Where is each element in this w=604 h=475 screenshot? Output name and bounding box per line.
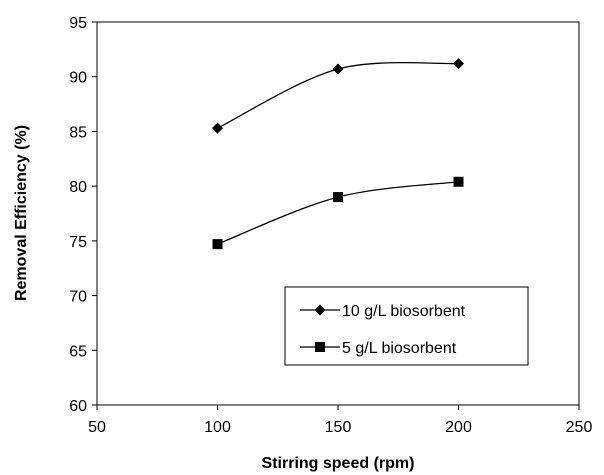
- legend: 10 g/L biosorbent 5 g/L biosorbent: [284, 286, 529, 366]
- y-tick-label: 70: [69, 289, 87, 306]
- y-tick-label: 60: [69, 398, 87, 415]
- legend-box: [284, 286, 529, 366]
- x-tick-label: 250: [566, 419, 593, 436]
- x-tick-label: 150: [325, 419, 352, 436]
- legend-marker: [314, 304, 326, 316]
- y-tick-label: 75: [69, 234, 87, 251]
- y-tick-label: 85: [69, 124, 87, 141]
- legend-marker: [315, 342, 325, 352]
- y-tick-label: 65: [69, 343, 87, 360]
- legend-item: 10 g/L biosorbent: [300, 303, 466, 320]
- data-point: [453, 58, 464, 70]
- data-point: [332, 63, 344, 75]
- y-tick-label: 80: [69, 179, 87, 196]
- y-tick-label: 95: [69, 15, 87, 32]
- data-point: [453, 176, 464, 187]
- legend-label: 5 g/L biosorbent: [342, 340, 457, 357]
- x-tick-label: 50: [88, 419, 106, 436]
- x-axis-title: Stirring speed (rpm): [262, 455, 415, 472]
- x-tick-label: 100: [204, 419, 231, 436]
- y-axis: 60 65 70 75 80 85 90 95: [69, 15, 97, 415]
- series-layer: [212, 58, 464, 250]
- data-point: [212, 239, 223, 250]
- legend-item: 5 g/L biosorbent: [300, 340, 457, 357]
- series-1: [212, 176, 464, 250]
- legend-label: 10 g/L biosorbent: [342, 303, 466, 320]
- y-axis-title: Removal Efficiency (%): [13, 125, 30, 301]
- x-axis: 50 100 150 200 250: [88, 405, 592, 436]
- series-0: [212, 58, 464, 134]
- data-point: [333, 192, 343, 203]
- y-tick-label: 90: [69, 70, 87, 87]
- x-tick-label: 200: [445, 419, 472, 436]
- data-point: [212, 122, 223, 134]
